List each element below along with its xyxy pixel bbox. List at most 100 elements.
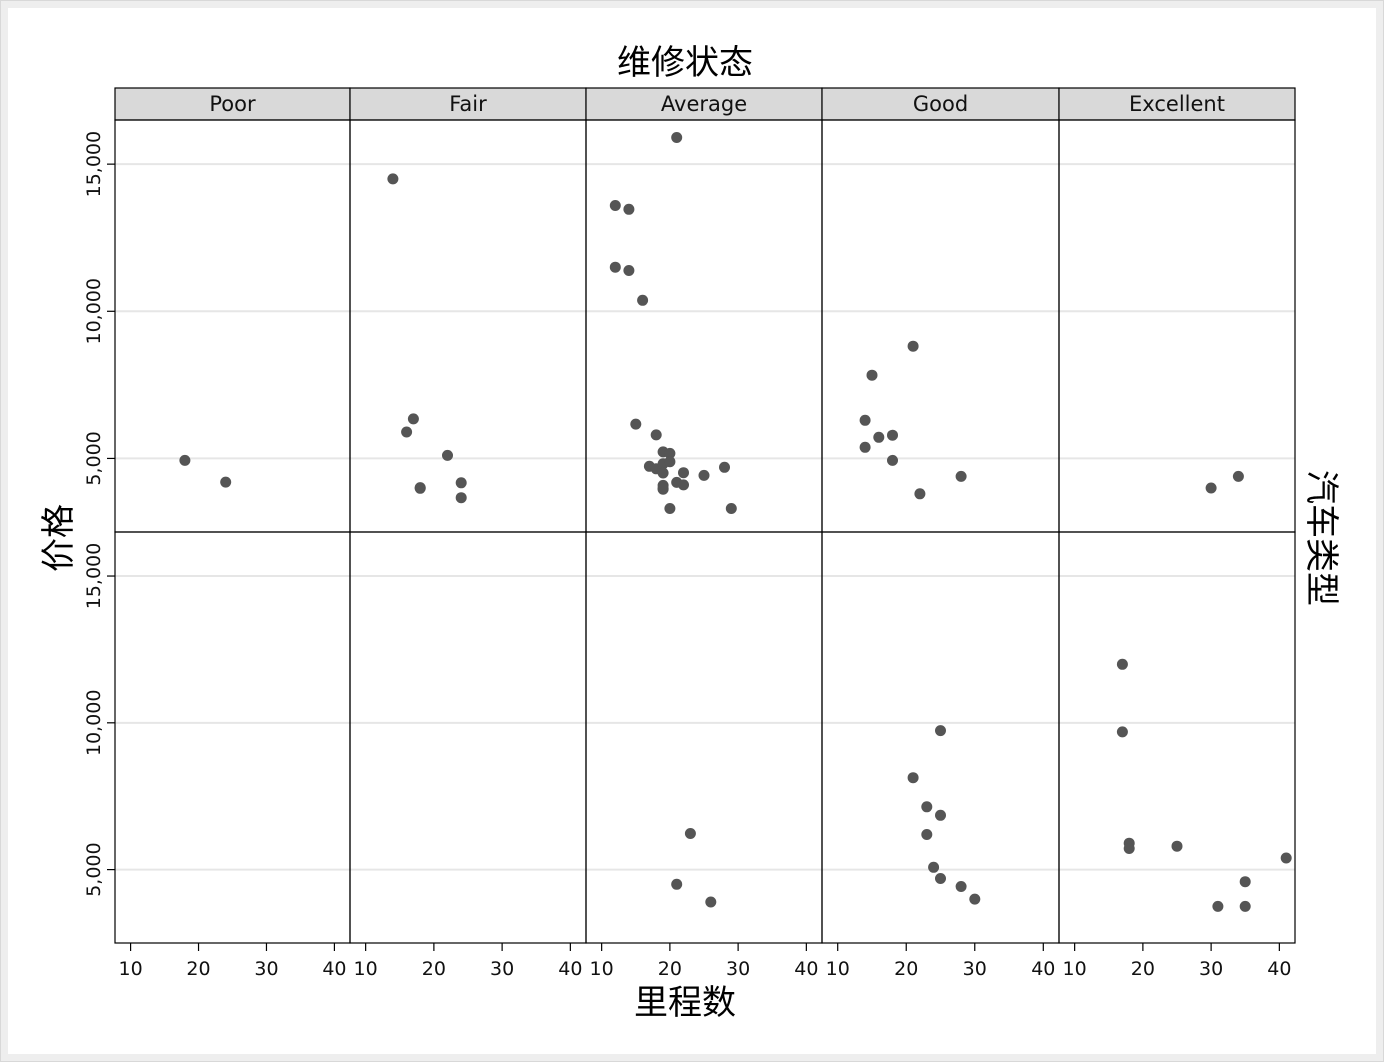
x-tick-label: 20	[658, 958, 682, 980]
x-tick-label: 30	[963, 958, 987, 980]
data-points	[179, 132, 1292, 912]
x-tick-label: 10	[118, 958, 142, 980]
scatter-point	[414, 482, 426, 494]
strip-label-poor: Poor	[209, 92, 256, 116]
strip-excellent: Excellent	[1058, 87, 1296, 121]
x-tick-label: 40	[1031, 958, 1055, 980]
scatter-point	[914, 488, 926, 500]
scatter-point	[220, 476, 232, 488]
x-tick-label: 30	[726, 958, 750, 980]
scatter-point	[921, 829, 933, 840]
column-strips: Poor Fair Average Good Excellent	[114, 87, 1296, 121]
scatter-point	[955, 881, 967, 892]
scatter-point	[725, 503, 737, 514]
scatter-point	[859, 414, 871, 426]
scatter-point	[1239, 900, 1251, 912]
chart-title: 维修状态	[617, 43, 753, 83]
scatter-point	[671, 132, 683, 143]
scatter-point	[873, 431, 885, 443]
y-axes: 5,000 10,000 15,000 5,000 10,000 15,000	[83, 131, 115, 897]
scatter-point	[684, 828, 696, 839]
scatter-point	[401, 426, 413, 438]
x-tick-label: 40	[1267, 958, 1291, 980]
strip-background	[821, 87, 1060, 121]
scatter-point	[664, 503, 676, 514]
y-tick-label: 10,000	[83, 690, 105, 756]
strip-background	[1058, 87, 1296, 121]
x-tick-label: 10	[354, 958, 378, 980]
strip-average: Average	[585, 87, 823, 121]
y-tick-label: 15,000	[83, 543, 105, 609]
strip-fair: Fair	[349, 87, 587, 121]
x-tick-label: 10	[590, 958, 614, 980]
scatter-point	[866, 369, 878, 381]
scatter-point	[705, 896, 717, 908]
x-tick-label: 10	[826, 958, 850, 980]
scatter-point	[664, 447, 676, 459]
scatter-point	[1123, 843, 1135, 854]
y-axis-title: 价格	[39, 504, 79, 572]
scatter-point	[955, 470, 967, 482]
x-tick-label: 10	[1063, 958, 1087, 980]
gridlines	[115, 163, 1295, 871]
scatter-point	[657, 482, 669, 494]
scatter-point	[455, 492, 467, 504]
scatter-point	[455, 477, 467, 489]
panel-frame	[1058, 531, 1296, 944]
scatter-point	[442, 449, 453, 461]
scatter-point	[630, 418, 642, 430]
scatter-point	[650, 429, 662, 441]
scatter-point	[921, 801, 933, 813]
scatter-point	[935, 873, 946, 884]
scatter-point	[907, 772, 919, 784]
x-tick-label: 40	[558, 958, 582, 980]
scatter-point	[678, 479, 689, 491]
x-tick-label: 30	[490, 958, 514, 980]
scatter-point	[1205, 482, 1217, 494]
scatter-point	[907, 340, 919, 352]
scatter-point	[1171, 840, 1183, 852]
y-tick-label: 10,000	[83, 278, 105, 344]
strip-label-average: Average	[661, 92, 747, 116]
x-axis-title: 里程数	[634, 983, 736, 1023]
panel-frames	[114, 119, 1296, 944]
scatter-point	[698, 469, 710, 481]
scatter-point	[387, 173, 399, 185]
y-tick-label: 5,000	[83, 842, 105, 896]
scatter-point	[179, 454, 191, 466]
x-tick-label: 40	[322, 958, 346, 980]
scatter-point	[887, 454, 898, 466]
scatter-point	[935, 725, 946, 737]
scatter-point	[1232, 470, 1244, 482]
scatter-point	[637, 294, 649, 306]
scatter-point	[935, 809, 946, 821]
scatter-point	[887, 429, 898, 441]
scatter-point	[928, 861, 940, 873]
scatter-point	[859, 441, 871, 453]
scatter-point	[678, 467, 689, 479]
scatter-point	[623, 265, 635, 276]
scatter-point	[969, 893, 981, 905]
scatter-point	[1116, 658, 1128, 670]
y-tick-label: 5,000	[83, 431, 105, 485]
plot-region-background	[8, 8, 1376, 1054]
scatter-point	[671, 878, 683, 890]
scatter-point	[719, 461, 730, 473]
x-tick-label: 20	[894, 958, 918, 980]
y-tick-label: 15,000	[83, 131, 105, 197]
row-title: 汽车类型	[1301, 470, 1341, 606]
strip-poor: Poor	[114, 87, 351, 121]
strip-label-excellent: Excellent	[1129, 92, 1225, 116]
strip-label-good: Good	[913, 92, 968, 116]
x-axes: 10 20 30 40 10 20 30 40 10 20 30 40 10 20 30 40 10 20 30 40	[118, 943, 1291, 980]
scatter-point	[1116, 726, 1128, 738]
strip-label-fair: Fair	[449, 92, 487, 116]
scatter-point	[1212, 900, 1224, 912]
scatter-point	[407, 413, 419, 425]
x-tick-label: 20	[186, 958, 210, 980]
x-tick-label: 30	[254, 958, 278, 980]
x-tick-label: 20	[422, 958, 446, 980]
scatter-point	[1280, 852, 1292, 864]
scatter-point	[1239, 876, 1251, 888]
x-tick-label: 20	[1131, 958, 1155, 980]
